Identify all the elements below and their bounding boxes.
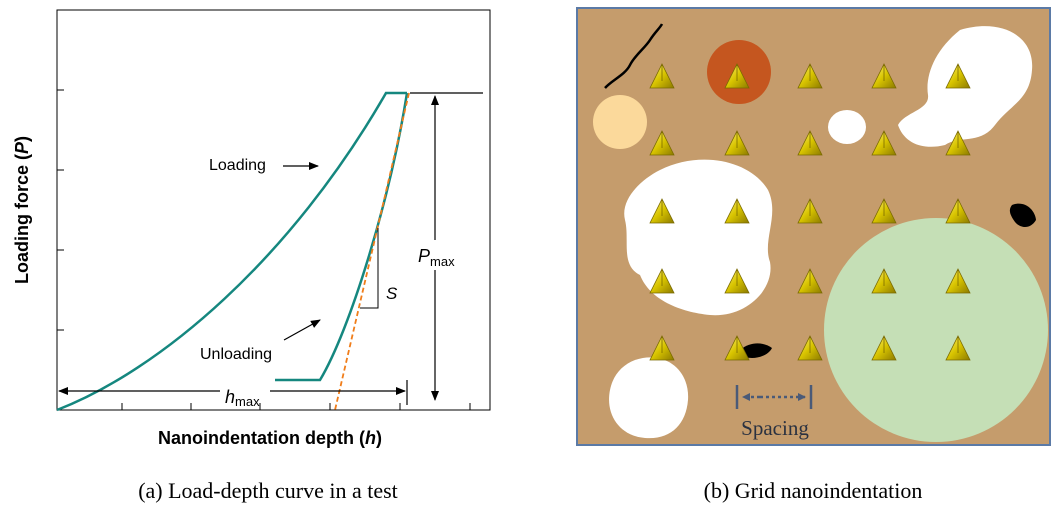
indent xyxy=(797,335,823,361)
crack xyxy=(604,23,664,89)
indent xyxy=(871,198,897,224)
indent xyxy=(871,268,897,294)
x-axis-text-end: ) xyxy=(376,428,382,448)
unloading-label: Unloading xyxy=(200,346,272,363)
x-axis-symbol: h xyxy=(365,428,376,448)
y-axis-label: Loading force (P) xyxy=(12,136,32,284)
indent xyxy=(871,130,897,156)
panel-a: S Pmax hmax Loading Unloading Loading fo… xyxy=(12,9,491,503)
y-axis-symbol: P xyxy=(12,141,32,154)
phase-yellow xyxy=(593,95,647,149)
plot-frame xyxy=(56,9,491,411)
pore xyxy=(609,357,689,439)
ticks xyxy=(57,89,471,410)
indent xyxy=(649,268,675,294)
phase-green xyxy=(824,218,1048,442)
indent xyxy=(871,335,897,361)
panel-b: Spacing (b) Grid nanoindentation xyxy=(576,7,1051,503)
pore xyxy=(828,110,866,144)
indent xyxy=(649,335,675,361)
caption-b: (b) Grid nanoindentation xyxy=(704,478,923,503)
pmax-label: Pmax xyxy=(418,246,455,269)
unloading-curve xyxy=(275,92,409,382)
indent xyxy=(724,198,750,224)
hmax-label: hmax xyxy=(225,387,260,409)
indent xyxy=(797,268,823,294)
y-axis-text: Loading force ( xyxy=(12,154,32,284)
caption-a: (a) Load-depth curve in a test xyxy=(138,478,398,503)
y-axis-text-end: ) xyxy=(12,136,32,142)
indent xyxy=(724,130,750,156)
indent xyxy=(649,63,675,89)
hmax-symbol: h xyxy=(225,387,235,407)
indent xyxy=(797,63,823,89)
pmax-symbol: P xyxy=(418,246,430,266)
indent xyxy=(649,130,675,156)
loading-label: Loading xyxy=(209,157,266,174)
indent xyxy=(945,130,971,156)
indent xyxy=(649,198,675,224)
indent xyxy=(945,63,971,89)
indent xyxy=(945,268,971,294)
indent xyxy=(797,130,823,156)
tangent-line xyxy=(334,92,410,411)
pmax-subscript: max xyxy=(430,254,455,269)
loading-curve xyxy=(56,91,407,412)
indent xyxy=(945,198,971,224)
indent xyxy=(724,268,750,294)
indent xyxy=(797,198,823,224)
spacing-label: Spacing xyxy=(741,416,809,440)
x-axis-label: Nanoindentation depth (h) xyxy=(158,428,382,448)
unloading-arrow xyxy=(283,319,321,341)
x-axis-text: Nanoindentation depth ( xyxy=(158,428,365,448)
indent xyxy=(724,63,750,89)
indent-grid xyxy=(649,63,971,361)
indent xyxy=(945,335,971,361)
inclusion xyxy=(740,343,772,358)
stiffness-label: S xyxy=(386,284,398,303)
indent xyxy=(871,63,897,89)
stiffness-triangle xyxy=(360,228,379,309)
hmax-subscript: max xyxy=(235,394,260,409)
inclusion xyxy=(1009,203,1036,227)
indent xyxy=(724,335,750,361)
